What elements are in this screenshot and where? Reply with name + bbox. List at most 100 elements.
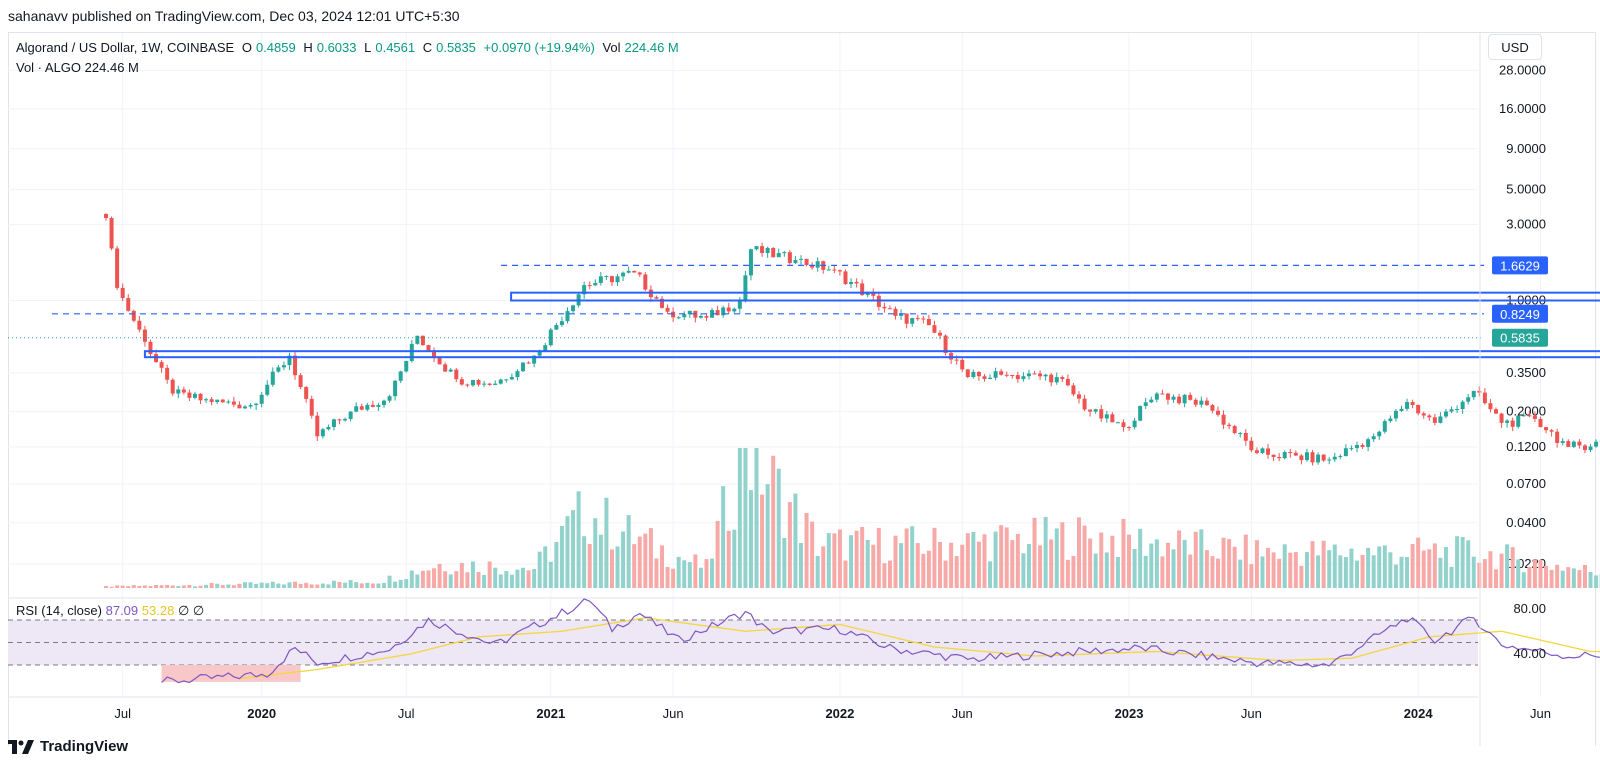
candle-body [1132, 420, 1137, 428]
candle-body [943, 335, 948, 353]
candle-body [1054, 377, 1059, 383]
volume-bar [554, 541, 559, 588]
candle-body [543, 345, 548, 352]
candle-body [398, 371, 403, 381]
candle-body [721, 307, 726, 316]
volume-bar [231, 585, 236, 588]
candle-body [1321, 454, 1326, 461]
volume-bar [1266, 547, 1271, 588]
tradingview-logo[interactable]: TradingView [8, 738, 128, 755]
volume-bar [1449, 566, 1454, 588]
price-badge-text: 1.6629 [1500, 258, 1540, 273]
rsi-label[interactable]: RSI (14, close) [16, 603, 102, 618]
candle-body [871, 291, 876, 296]
volume-bar [576, 491, 581, 588]
rsi-line [161, 598, 1600, 684]
candle-body [1238, 433, 1243, 435]
candle-body [1555, 431, 1560, 443]
volume-bar [287, 582, 292, 588]
volume-bar [1366, 547, 1371, 588]
y-tick-label: 16.0000 [1499, 101, 1546, 116]
volume-bar [910, 526, 915, 588]
candle-body [109, 218, 114, 249]
candle-body [1371, 436, 1376, 440]
candle-body [1505, 420, 1510, 423]
candle-body [1594, 441, 1599, 447]
volume-bar [660, 545, 664, 588]
volume-bar [237, 583, 242, 588]
volume-bar [1054, 528, 1059, 588]
volume-bar [254, 583, 259, 588]
volume-bar [965, 533, 970, 588]
x-tick-label: Jun [952, 706, 973, 721]
volume-bar [337, 582, 342, 588]
volume-bar [248, 582, 253, 588]
candle-body [1293, 452, 1298, 456]
candle-body [115, 248, 120, 288]
candle-body [204, 399, 209, 401]
candle-body [1338, 456, 1343, 458]
volume-bar [142, 585, 147, 588]
candle-body [676, 317, 681, 319]
candle-body [237, 404, 242, 409]
volume-bar [904, 528, 909, 588]
candle-body [1165, 393, 1170, 400]
price-label-badge: 0.8249 [1492, 304, 1548, 323]
candle-body [632, 270, 637, 273]
grid-lines [8, 33, 1541, 697]
currency-selector[interactable]: USD [1488, 34, 1542, 60]
volume-bar [1243, 534, 1248, 588]
volume-bar [1143, 555, 1148, 588]
volume-bar [1399, 556, 1404, 588]
volume-bar [754, 448, 759, 588]
candle-body [1405, 401, 1410, 409]
tradingview-logo-icon [8, 739, 34, 754]
candle-body [276, 367, 281, 372]
candle-body [482, 383, 487, 385]
candle-body [348, 411, 353, 419]
y-tick-label: 28.0000 [1499, 62, 1546, 77]
candle-body [1177, 396, 1182, 404]
candle-body [1227, 424, 1232, 427]
volume-bar [1566, 567, 1571, 588]
x-tick-label: Jun [663, 706, 684, 721]
volume-series-label[interactable]: Vol · ALGO [16, 60, 82, 75]
volume-bar [1555, 564, 1560, 588]
volume-bar [1065, 559, 1070, 588]
candle-body [476, 380, 481, 385]
volume-bar [476, 572, 481, 588]
volume-bar [1471, 556, 1476, 588]
volume-bar [548, 561, 553, 588]
candle-body [1377, 431, 1382, 437]
volume-bar [999, 525, 1004, 588]
volume-bar [176, 586, 181, 588]
rsi-pane [8, 598, 1600, 684]
volume-bar [220, 585, 225, 588]
y-tick-label: 3.0000 [1506, 217, 1546, 232]
candle-body [159, 362, 164, 368]
candle-body [993, 371, 998, 378]
volume-bar [1060, 522, 1065, 588]
volume-bar [509, 574, 514, 588]
volume-bar [532, 569, 537, 588]
candle-body [309, 398, 314, 416]
volume-bar [559, 525, 564, 588]
volume-bar [365, 582, 370, 588]
symbol-name[interactable]: Algorand / US Dollar, 1W, COINBASE [16, 40, 235, 55]
volume-bar [1271, 552, 1276, 588]
volume-bar [1082, 525, 1087, 588]
volume-bar [120, 585, 125, 588]
candle-body [1327, 459, 1332, 461]
candle-body [226, 401, 231, 403]
candle-body [1249, 440, 1254, 451]
volume-bar [1582, 564, 1587, 588]
candle-body [454, 369, 459, 380]
candle-body [1121, 422, 1126, 428]
candle-body [1260, 448, 1265, 453]
volume-bar [787, 502, 792, 588]
candle-body [1043, 374, 1048, 377]
volume-bar [571, 510, 576, 588]
volume-bar [1494, 569, 1498, 588]
candle-body [904, 313, 909, 324]
